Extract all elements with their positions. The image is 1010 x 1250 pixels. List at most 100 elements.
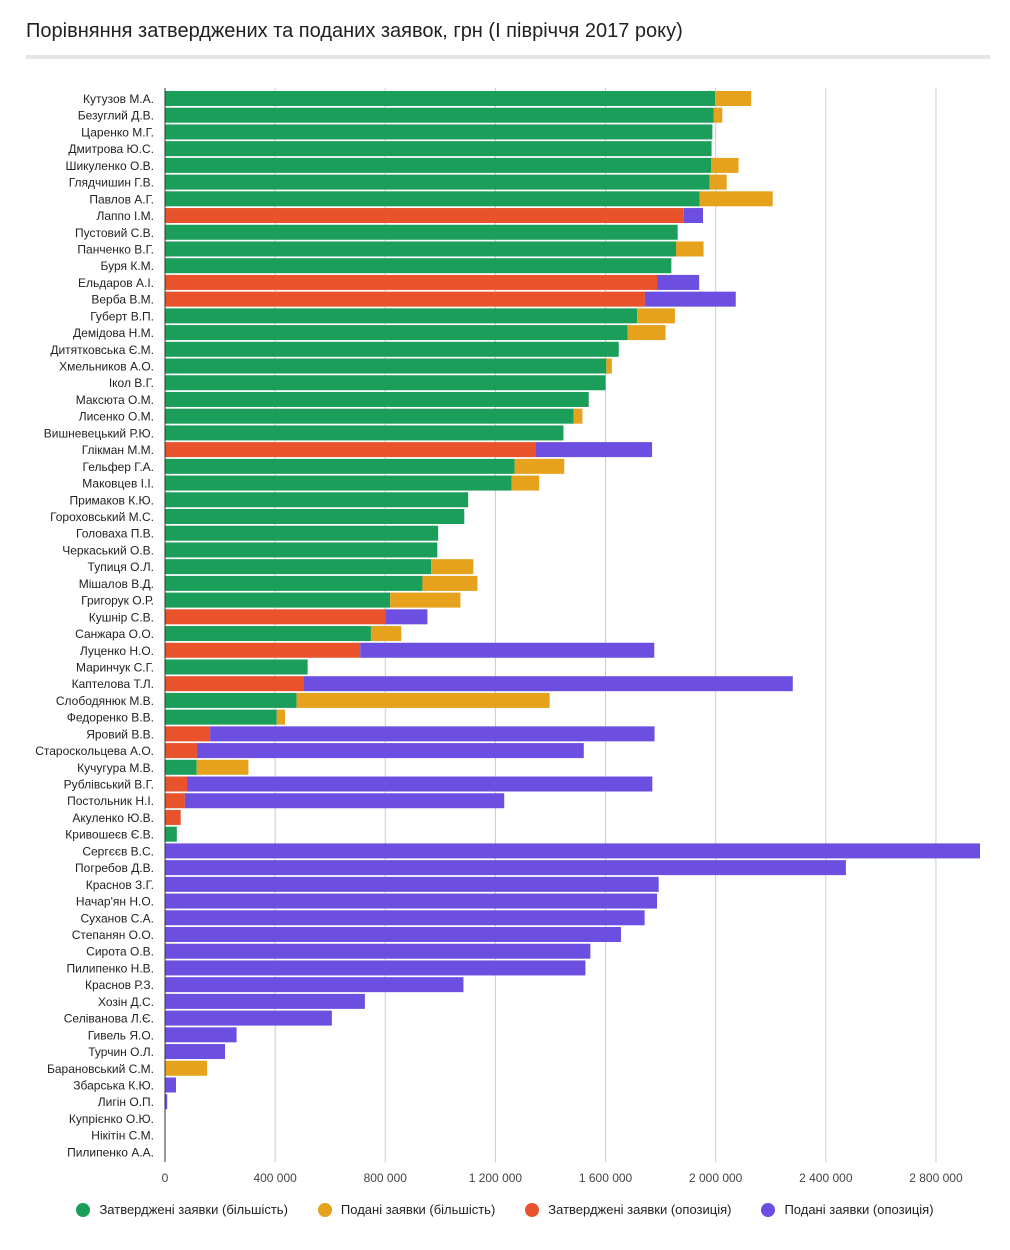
x-tick-label: 1 600 000 xyxy=(579,1171,633,1185)
bar-segment xyxy=(165,910,645,926)
category-label: Ікол В.Г. xyxy=(109,376,154,390)
bar-segment xyxy=(165,291,645,307)
category-label: Староскольцева А.О. xyxy=(35,744,154,758)
bar-segment xyxy=(165,826,177,842)
legend-item: Подані заявки (більшість) xyxy=(317,1202,495,1217)
category-label: Селіванова Л.Є. xyxy=(64,1012,154,1026)
bar-segment xyxy=(196,743,584,759)
bar-segment xyxy=(303,676,793,692)
bar-segment xyxy=(606,358,612,374)
bar-segment xyxy=(713,107,723,123)
category-label: Начар'ян Н.О. xyxy=(76,895,154,909)
category-label: Примаков К.Ю. xyxy=(70,493,154,507)
bar-segment xyxy=(165,509,465,524)
bar-segment xyxy=(165,559,432,575)
category-label: Глікман М.М. xyxy=(82,443,154,457)
category-label: Кучугура М.В. xyxy=(77,761,154,775)
category-label: Панченко В.Г. xyxy=(77,242,154,256)
category-label: Маринчук С.Г. xyxy=(76,660,154,674)
bar-segment xyxy=(165,208,684,224)
bar-segment xyxy=(573,408,583,424)
category-label: Кушнір С.В. xyxy=(89,610,154,624)
category-label: Хозін Д.С. xyxy=(98,995,154,1009)
category-label: Григорук О.Р. xyxy=(81,594,154,608)
bar-segment xyxy=(165,107,714,123)
category-label: Збарська К.Ю. xyxy=(73,1078,154,1092)
category-label: Степанян О.О. xyxy=(72,928,154,942)
bar-segment xyxy=(187,776,653,792)
category-label: Рублівський В.Г. xyxy=(64,778,154,792)
bar-segment xyxy=(422,575,478,591)
bar-segment xyxy=(165,927,621,942)
category-label: Пилипенко А.А. xyxy=(67,1145,154,1159)
bar-segment xyxy=(165,943,591,959)
bar-segment xyxy=(165,358,607,374)
legend-label: Подані заявки (опозиція) xyxy=(784,1202,934,1217)
bar-segment xyxy=(165,676,304,692)
category-label: Ельдаров А.І. xyxy=(78,276,154,290)
bar-segment xyxy=(165,258,672,274)
chart-legend: Затверджені заявки (більшість) Подані зая… xyxy=(0,1202,1010,1217)
bar-segment xyxy=(710,157,739,173)
category-label: Сергєєв В.С. xyxy=(82,844,154,858)
bar-segment xyxy=(390,592,461,608)
category-label: Купрієнко О.Ю. xyxy=(69,1112,154,1126)
bar-segment xyxy=(699,191,773,207)
category-label: Пилипенко Н.В. xyxy=(66,961,154,975)
bar-segment xyxy=(165,458,515,474)
category-label: Гивель Я.О. xyxy=(88,1028,154,1042)
x-tick-label: 0 xyxy=(162,1171,169,1185)
bar-segment xyxy=(385,609,428,625)
category-label: Маковцев І.І. xyxy=(82,477,154,491)
category-label: Безуглий Д.В. xyxy=(78,109,154,123)
category-label: Царенко М.Г. xyxy=(81,125,154,139)
category-label: Акуленко Ю.В. xyxy=(72,811,154,825)
x-tick-label: 800 000 xyxy=(364,1171,408,1185)
bar-segment xyxy=(360,642,655,658)
bar-segment xyxy=(165,592,391,608)
category-label: Постольник Н.І. xyxy=(67,794,154,808)
legend-swatch xyxy=(76,1202,91,1217)
bar-segment xyxy=(165,325,628,341)
bar-segment xyxy=(165,492,469,508)
bar-segment xyxy=(196,759,249,775)
title-divider xyxy=(26,55,990,59)
bar-segment xyxy=(165,609,386,625)
bar-segment xyxy=(165,224,678,240)
category-label: Краснов З.Г. xyxy=(86,878,154,892)
bar-segment xyxy=(676,241,704,257)
bar-chart: 0 400 000 800 000 1 200 000 1 600 000 2 000 0… xyxy=(35,88,980,1185)
category-label: Кутузов М.А. xyxy=(83,92,154,106)
category-label: Демідова Н.М. xyxy=(73,326,154,340)
bar-segment xyxy=(165,793,185,809)
legend-item: Затверджені заявки (більшість) xyxy=(76,1202,288,1217)
bar-segment xyxy=(165,124,713,140)
bar-segment xyxy=(165,1027,237,1043)
bar-segment xyxy=(637,308,675,324)
category-label: Тупиця О.Л. xyxy=(88,560,154,574)
bar-segment xyxy=(370,626,402,642)
category-label: Луценко Н.О. xyxy=(80,644,154,658)
category-label: Лисенко О.М. xyxy=(79,410,154,424)
x-tick-label: 1 200 000 xyxy=(469,1171,523,1185)
bar-segment xyxy=(165,408,574,424)
category-label: Дитятковська Є.М. xyxy=(50,343,154,357)
category-label: Яровий В.В. xyxy=(86,727,154,741)
bar-segment xyxy=(165,442,536,458)
bar-segment xyxy=(165,575,423,591)
bar-segment xyxy=(165,341,619,357)
bar-segment xyxy=(535,442,653,458)
bar-segment xyxy=(296,692,550,708)
legend-swatch xyxy=(525,1202,540,1217)
legend-swatch xyxy=(761,1202,776,1217)
category-label: Хмельников А.О. xyxy=(59,360,154,374)
x-tick-label: 2 000 000 xyxy=(689,1171,743,1185)
category-label: Черкаський О.В. xyxy=(62,543,154,557)
bar-segment xyxy=(165,977,464,993)
bar-segment xyxy=(657,274,700,290)
bar-segment xyxy=(165,274,658,290)
bar-segment xyxy=(165,1094,168,1110)
bar-segment xyxy=(165,141,712,157)
bar-segment xyxy=(165,542,438,558)
bar-segment xyxy=(165,174,710,190)
